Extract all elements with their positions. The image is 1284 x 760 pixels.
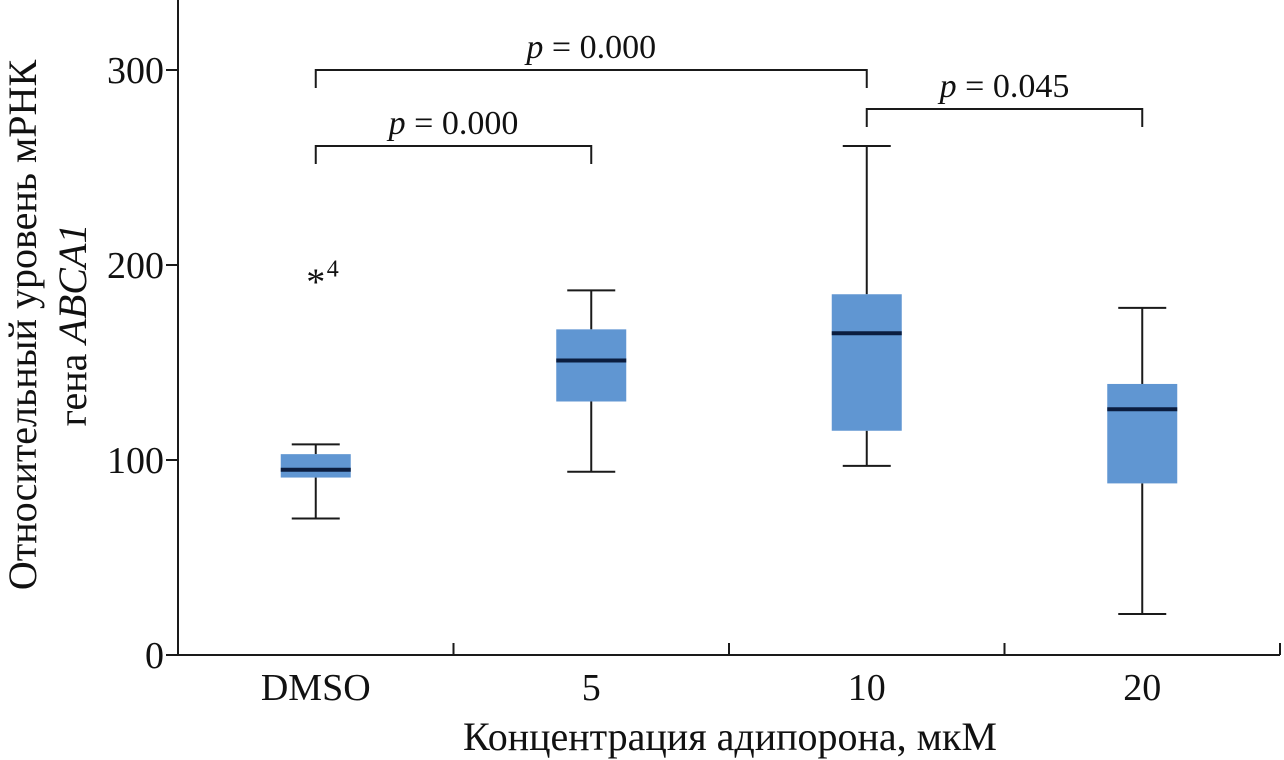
x-tick-label: 10 — [848, 667, 886, 709]
iqr-box — [556, 329, 627, 402]
p-symbol: p — [938, 68, 957, 105]
p-value-label: p = 0.000 — [524, 29, 656, 66]
box-group — [831, 145, 902, 467]
p-symbol: p — [387, 105, 406, 142]
p-symbol: p — [524, 29, 543, 66]
y-tick-label: 200 — [107, 245, 164, 287]
y-tick-label: 300 — [107, 50, 164, 92]
box-group — [556, 289, 627, 473]
iqr-box — [280, 454, 351, 478]
p-value: = 0.000 — [543, 29, 656, 66]
p-value: = 0.045 — [957, 68, 1070, 105]
x-axis-ticks: DMSO 5 10 20 — [261, 643, 1281, 709]
iqr-box — [831, 294, 902, 431]
x-axis-title: Концентрация адипорона, мкМ — [463, 714, 997, 759]
y-axis-ticks: 0 100 200 300 — [107, 50, 178, 677]
p-value-label: p = 0.045 — [938, 68, 1070, 105]
p-value-label: p = 0.000 — [387, 105, 519, 142]
x-tick-label: DMSO — [261, 667, 371, 709]
boxes — [280, 145, 1178, 616]
y-axis-title-line2: гена ABCA1 — [50, 224, 95, 427]
x-tick-label: 20 — [1123, 667, 1161, 709]
outlier-marker: * — [306, 262, 325, 304]
outlier-label: 4 — [327, 257, 339, 283]
comparison-bracket: p = 0.000 — [314, 29, 868, 88]
p-value: = 0.000 — [406, 105, 519, 142]
bracket-line — [314, 145, 593, 165]
axes — [177, 0, 1280, 656]
outliers: * 4 — [306, 257, 339, 304]
iqr-box — [1107, 383, 1178, 484]
bracket-line — [865, 108, 1144, 127]
bracket-line — [314, 69, 868, 88]
y-tick-label: 100 — [107, 440, 164, 482]
box-group — [1107, 306, 1178, 616]
y-tick-label: 0 — [145, 635, 164, 677]
comparison-bracket: p = 0.000 — [314, 105, 593, 165]
x-tick-label: 5 — [582, 667, 601, 709]
comparison-bracket: p = 0.045 — [865, 68, 1144, 127]
y-axis-title-prefix: гена — [50, 344, 95, 427]
y-axis-title-line1: Относительный уровень мРНК — [0, 60, 45, 591]
box-group — [280, 443, 351, 520]
y-axis-title-gene: ABCA1 — [50, 224, 95, 347]
